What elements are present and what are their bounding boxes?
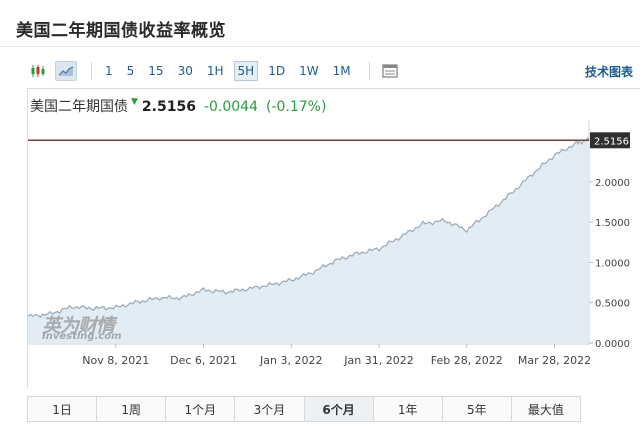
area-chart-icon[interactable] (55, 61, 77, 81)
y-tick-label: 0.5000 (595, 299, 630, 310)
settings-table-icon[interactable] (379, 61, 401, 81)
toolbar-divider (91, 62, 92, 80)
y-tick-label: 1.0000 (595, 258, 630, 269)
interval-button-1m[interactable]: 1M (332, 64, 351, 78)
watermark-logo-cn: 英为财情 (42, 315, 115, 337)
range-button-2[interactable]: 1个月 (166, 397, 236, 421)
time-range-selector: 1日 1周 1个月 3个月 6个月 1年 5年 最大值 (27, 396, 581, 422)
legend-change: -0.0044 (203, 99, 258, 115)
y-tick-label: 1.5000 (595, 218, 630, 229)
legend-price: 2.5156 (141, 99, 196, 115)
range-button-0[interactable]: 1日 (28, 397, 98, 421)
series-line (27, 137, 590, 319)
series-area-fill (28, 138, 589, 343)
x-tick-label: Nov 8, 2021 (82, 354, 149, 367)
up-arrow-icon: ▼ (131, 97, 138, 107)
chart-legend: 美国二年期国债 ▼ 2.5156 -0.0044 (-0.17%) (30, 96, 326, 116)
range-button-5[interactable]: 1年 (374, 397, 443, 421)
interval-button-1w[interactable]: 1W (299, 64, 319, 78)
tech-chart-link[interactable]: 技术图表 (584, 65, 633, 79)
range-button-6[interactable]: 5年 (443, 397, 512, 421)
toolbar-divider (368, 62, 370, 80)
candlestick-icon[interactable] (27, 61, 49, 81)
interval-button-30[interactable]: 30 (177, 64, 193, 78)
title-divider (0, 46, 640, 47)
x-tick-label: Dec 6, 2021 (170, 354, 237, 367)
interval-button-5h[interactable]: 5H (233, 61, 259, 81)
x-tick-label: Jan 31, 2022 (343, 354, 413, 367)
x-tick-label: Feb 28, 2022 (431, 354, 503, 367)
interval-button-5[interactable]: 5 (126, 64, 135, 78)
watermark-logo-en: Investing.com (42, 331, 122, 342)
x-tick-label: Mar 28, 2022 (518, 354, 591, 367)
current-price-tag (590, 132, 630, 149)
chart-area[interactable] (27, 88, 640, 388)
interval-button-1d[interactable]: 1D (268, 64, 286, 78)
current-price-tag-label: 2.5156 (594, 136, 629, 147)
y-tick-label: 2.0000 (595, 178, 630, 189)
range-button-3[interactable]: 3个月 (235, 397, 305, 421)
chart-toolbar: 1 5 15 30 1H 5H 1D 1W 1M 技术图表 (27, 58, 640, 84)
page-title: 美国二年期国债收益率概览 (16, 21, 226, 41)
legend-change-percent: (-0.17%) (266, 99, 327, 115)
interval-button-1h[interactable]: 1H (206, 64, 224, 78)
legend-instrument-name: 美国二年期国债 (30, 99, 128, 115)
x-tick-label: Jan 3, 2022 (259, 354, 322, 367)
range-button-4[interactable]: 6个月 (304, 397, 374, 421)
range-button-7[interactable]: 最大值 (527, 402, 564, 417)
interval-button-15[interactable]: 15 (148, 64, 164, 78)
range-button-1[interactable]: 1周 (97, 397, 167, 421)
interval-button-1[interactable]: 1 (105, 64, 113, 78)
y-tick-label: 0.0000 (595, 339, 630, 350)
